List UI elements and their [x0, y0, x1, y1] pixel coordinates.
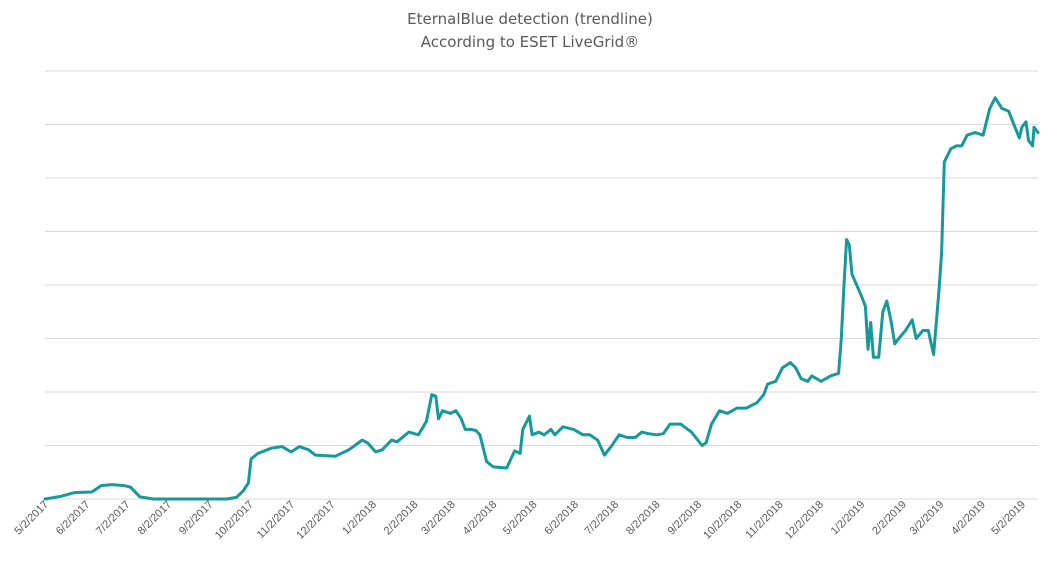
x-tick-label: 5/2/2019 — [989, 499, 1028, 538]
x-tick-label: 4/2/2019 — [949, 499, 988, 538]
x-tick-label: 8/2/2017 — [135, 499, 174, 538]
x-tick-label: 11/2/2018 — [743, 499, 786, 542]
x-tick-label: 11/2/2017 — [255, 499, 298, 542]
x-tick-label: 5/2/2018 — [501, 499, 540, 538]
chart-title: EternalBlue detection (trendline) — [407, 10, 653, 28]
x-tick-label: 9/2/2017 — [177, 499, 216, 538]
plot-area — [43, 96, 1040, 501]
x-axis-tick-labels: 5/2/2017 6/2/2017 7/2/2017 8/2/2017 9/2/2017… — [12, 499, 1028, 542]
chart-subtitle: According to ESET LiveGrid® — [420, 33, 640, 51]
x-tick-label: 7/2/2017 — [94, 499, 133, 538]
x-tick-label: 3/2/2019 — [908, 499, 947, 538]
x-tick-label: 5/2/2017 — [12, 499, 51, 538]
x-tick-label: 3/2/2018 — [419, 499, 458, 538]
x-tick-label: 1/2/2019 — [829, 499, 868, 538]
x-tick-label: 8/2/2018 — [624, 499, 663, 538]
series-line — [43, 96, 1040, 501]
x-tick-label: 10/2/2017 — [213, 499, 256, 542]
x-tick-label: 12/2/2018 — [783, 499, 826, 542]
x-tick-label: 9/2/2018 — [665, 499, 704, 538]
x-tick-label: 10/2/2018 — [701, 499, 744, 542]
x-tick-label: 2/2/2018 — [382, 499, 421, 538]
x-tick-label: 4/2/2018 — [461, 499, 500, 538]
x-tick-label: 12/2/2017 — [294, 499, 337, 542]
x-tick-label: 2/2/2019 — [870, 499, 909, 538]
x-tick-label: 6/2/2018 — [542, 499, 581, 538]
x-tick-label: 1/2/2018 — [340, 499, 379, 538]
x-tick-label: 7/2/2018 — [582, 499, 621, 538]
x-tick-label: 6/2/2017 — [54, 499, 93, 538]
